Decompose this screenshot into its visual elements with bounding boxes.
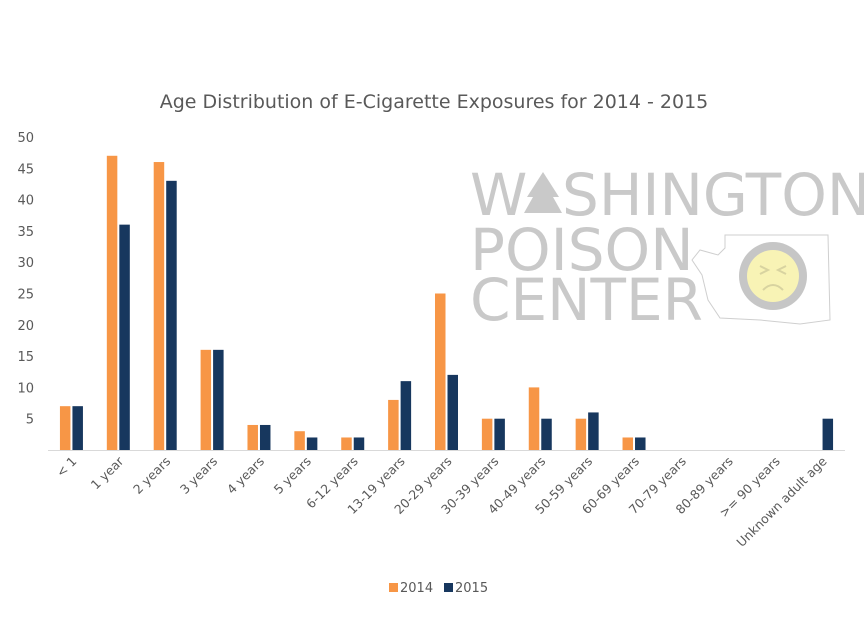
y-tick-label: 5 (26, 413, 34, 428)
watermark-logo: W SHINGTON POISON CENTER (470, 161, 864, 334)
bar-2014-5-years (294, 431, 305, 450)
x-tick-label: 2 years (130, 454, 173, 497)
washington-state-map-icon (691, 234, 831, 325)
bar-2014-6-12-years (341, 437, 352, 450)
y-tick-label: 20 (17, 319, 34, 334)
bar-2015-5-years (306, 437, 318, 450)
legend-label-2015: 2015 (455, 581, 488, 596)
bar-2014-1-year (106, 155, 118, 450)
y-tick-label: 45 (17, 162, 34, 177)
bar-2015-50-59-years (588, 412, 599, 450)
bar-2015-30-39-years (494, 418, 505, 450)
bar-2015-4-years (259, 424, 271, 450)
x-tick-label: 3 years (177, 454, 220, 497)
x-tick-label: 5 years (271, 454, 314, 497)
watermark-line1: W (470, 161, 527, 229)
bar-2014-60-69-years (622, 437, 634, 450)
bar-2015-60-69-years (635, 437, 646, 450)
x-tick-label: < 1 (53, 454, 79, 480)
bar-2015-2-years (166, 180, 177, 450)
watermark-line1-rest: SHINGTON (562, 161, 864, 229)
bar-2014-4-years (247, 424, 258, 450)
bar-2015-20-29-years (447, 374, 458, 450)
x-tick-label: 1 year (88, 453, 127, 492)
y-tick-label: 40 (17, 194, 34, 209)
bar-2014--1 (59, 406, 71, 450)
mr-yuk-face-icon (739, 242, 807, 310)
bar-2014-20-29-years (435, 293, 446, 450)
y-tick-label: 35 (17, 225, 34, 240)
x-tick-label: 4 years (224, 454, 267, 497)
legend-label-2014: 2014 (400, 581, 433, 596)
y-tick-label: 50 (17, 131, 34, 146)
y-axis: 5 10 15 20 25 30 35 40 45 50 (17, 131, 34, 428)
bar-2014-3-years (200, 349, 212, 450)
bars (59, 155, 834, 451)
y-tick-label: 30 (17, 256, 34, 271)
bar-2015-40-49-years (541, 418, 552, 450)
x-tick-label: Unknown adult age (733, 453, 829, 549)
bar-2014-30-39-years (481, 418, 493, 450)
bar-2014-50-59-years (575, 418, 587, 450)
bar-2015-Unknown-adult-age (822, 418, 834, 450)
chart-title: Age Distribution of E-Cigarette Exposure… (160, 91, 709, 113)
bar-2014-2-years (153, 162, 165, 451)
bar-2015-13-19-years (400, 381, 412, 450)
bar-2015-3-years (213, 349, 224, 450)
bar-2015-6-12-years (353, 437, 365, 450)
legend-swatch-2014 (389, 583, 398, 592)
bar-2015--1 (72, 406, 83, 450)
tree-icon (524, 172, 562, 213)
y-tick-label: 25 (17, 288, 34, 303)
bar-2014-13-19-years (388, 399, 399, 450)
watermark-line3: CENTER (470, 266, 703, 334)
watermark-line2: POISON (470, 216, 694, 284)
legend-swatch-2015 (444, 583, 453, 592)
y-tick-label: 10 (17, 381, 34, 396)
legend: 2014 2015 (389, 581, 488, 596)
bar-2015-1-year (119, 224, 130, 450)
y-tick-label: 15 (17, 350, 34, 365)
bar-2014-40-49-years (528, 387, 540, 450)
